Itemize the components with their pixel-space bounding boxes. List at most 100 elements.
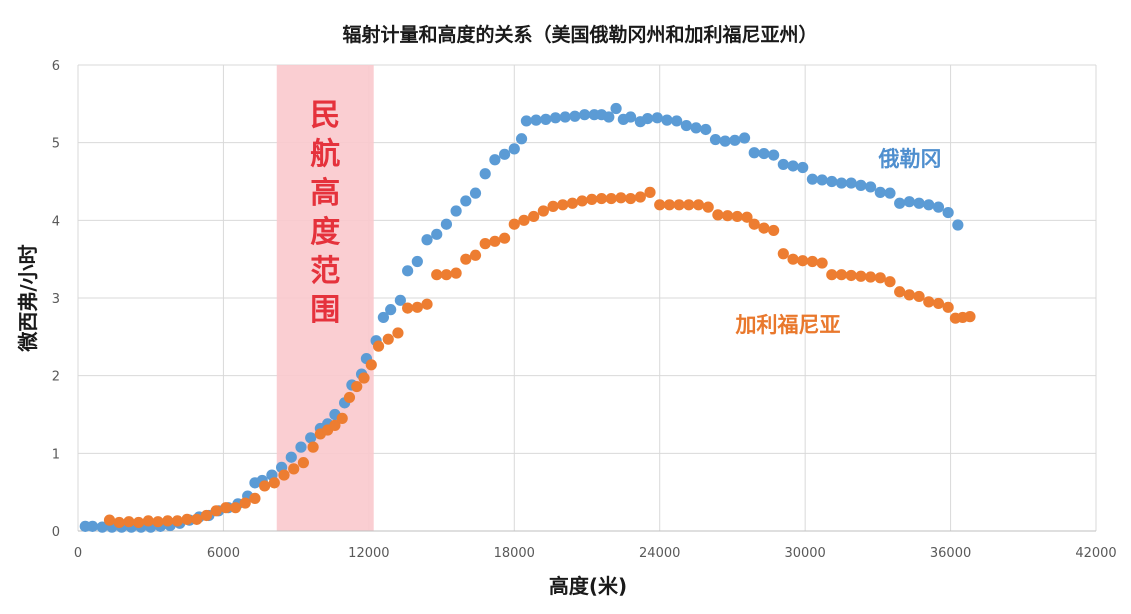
data-point bbox=[894, 286, 906, 298]
data-point bbox=[520, 115, 533, 127]
data-point bbox=[748, 218, 760, 230]
data-point bbox=[431, 269, 443, 281]
data-point bbox=[615, 192, 627, 204]
data-point bbox=[569, 110, 581, 122]
data-point bbox=[855, 270, 867, 282]
data-point bbox=[103, 514, 116, 526]
data-point bbox=[508, 218, 520, 230]
data-point bbox=[421, 234, 433, 246]
data-point bbox=[654, 199, 666, 211]
data-point bbox=[641, 112, 654, 125]
data-point bbox=[229, 502, 242, 514]
data-point bbox=[123, 516, 135, 528]
data-point bbox=[508, 143, 520, 155]
series-label: 俄勒冈 bbox=[878, 147, 942, 171]
data-point bbox=[288, 463, 300, 475]
data-point bbox=[731, 210, 743, 223]
x-tick-labels: 0 6000 12000 18000 24000 30000 36000 42000 bbox=[74, 546, 1117, 561]
data-point bbox=[651, 112, 663, 124]
data-point bbox=[460, 195, 472, 207]
data-point bbox=[537, 205, 549, 217]
data-point bbox=[700, 123, 712, 136]
data-point bbox=[758, 147, 770, 160]
data-point bbox=[460, 253, 472, 265]
data-point bbox=[421, 298, 433, 310]
data-point bbox=[518, 214, 530, 226]
x-tick-label: 42000 bbox=[1075, 546, 1116, 561]
data-point bbox=[644, 186, 656, 198]
x-tick-label: 24000 bbox=[639, 546, 680, 561]
data-point bbox=[673, 199, 685, 211]
data-point bbox=[372, 340, 385, 352]
data-point bbox=[903, 289, 915, 301]
data-point bbox=[540, 113, 552, 125]
data-point bbox=[661, 114, 673, 126]
data-point bbox=[440, 269, 453, 281]
data-point bbox=[874, 272, 886, 284]
data-point bbox=[748, 147, 760, 159]
data-point bbox=[683, 199, 695, 211]
data-point bbox=[806, 173, 819, 185]
data-point bbox=[671, 115, 683, 127]
data-point bbox=[402, 302, 414, 314]
data-point bbox=[479, 238, 491, 250]
data-point bbox=[329, 419, 341, 431]
data-point bbox=[692, 199, 705, 211]
data-point bbox=[259, 480, 271, 492]
data-point bbox=[884, 276, 896, 288]
data-point bbox=[559, 111, 571, 123]
data-point bbox=[113, 516, 125, 529]
y-tick-label: 2 bbox=[52, 370, 60, 385]
data-point bbox=[729, 134, 741, 146]
data-point bbox=[874, 186, 886, 198]
data-point bbox=[923, 199, 935, 211]
data-point bbox=[515, 133, 528, 145]
data-point bbox=[709, 133, 722, 146]
chart-title: 辐射计量和高度的关系（美国俄勒冈州和加利福尼亚州） bbox=[342, 23, 817, 46]
data-point bbox=[894, 197, 906, 209]
data-point bbox=[239, 497, 251, 509]
data-point bbox=[595, 192, 608, 205]
data-point bbox=[952, 219, 964, 231]
data-point bbox=[450, 205, 462, 217]
series-label: 加利福尼亚 bbox=[735, 313, 841, 337]
band-label-char: 度 bbox=[310, 215, 340, 250]
data-point bbox=[210, 505, 222, 517]
data-point bbox=[913, 290, 925, 303]
data-point bbox=[547, 200, 559, 212]
data-point bbox=[719, 135, 731, 147]
data-point bbox=[576, 195, 588, 207]
data-point bbox=[285, 451, 297, 463]
data-point bbox=[385, 304, 397, 316]
data-point bbox=[826, 269, 838, 281]
data-point bbox=[489, 154, 501, 166]
data-point bbox=[394, 294, 406, 306]
data-point bbox=[528, 210, 540, 223]
x-tick-label: 0 bbox=[74, 546, 82, 561]
data-point bbox=[469, 249, 482, 261]
data-point bbox=[191, 513, 203, 525]
data-point bbox=[220, 502, 232, 514]
data-point bbox=[162, 515, 174, 527]
data-point bbox=[489, 235, 501, 247]
data-point bbox=[777, 248, 789, 260]
data-point bbox=[469, 187, 482, 199]
data-point bbox=[826, 175, 838, 188]
data-point bbox=[336, 412, 348, 424]
data-point bbox=[479, 168, 491, 180]
data-point bbox=[768, 149, 780, 161]
data-point bbox=[634, 191, 646, 203]
y-tick-label: 1 bbox=[52, 447, 60, 462]
data-point bbox=[268, 477, 280, 489]
data-point bbox=[816, 257, 828, 269]
data-point bbox=[307, 441, 319, 453]
data-point bbox=[411, 301, 423, 313]
data-point bbox=[932, 297, 945, 310]
data-point bbox=[578, 109, 591, 121]
data-point bbox=[365, 359, 377, 371]
data-point bbox=[932, 201, 945, 213]
data-point bbox=[278, 469, 290, 481]
x-tick-label: 6000 bbox=[207, 546, 240, 561]
data-point bbox=[964, 311, 976, 323]
